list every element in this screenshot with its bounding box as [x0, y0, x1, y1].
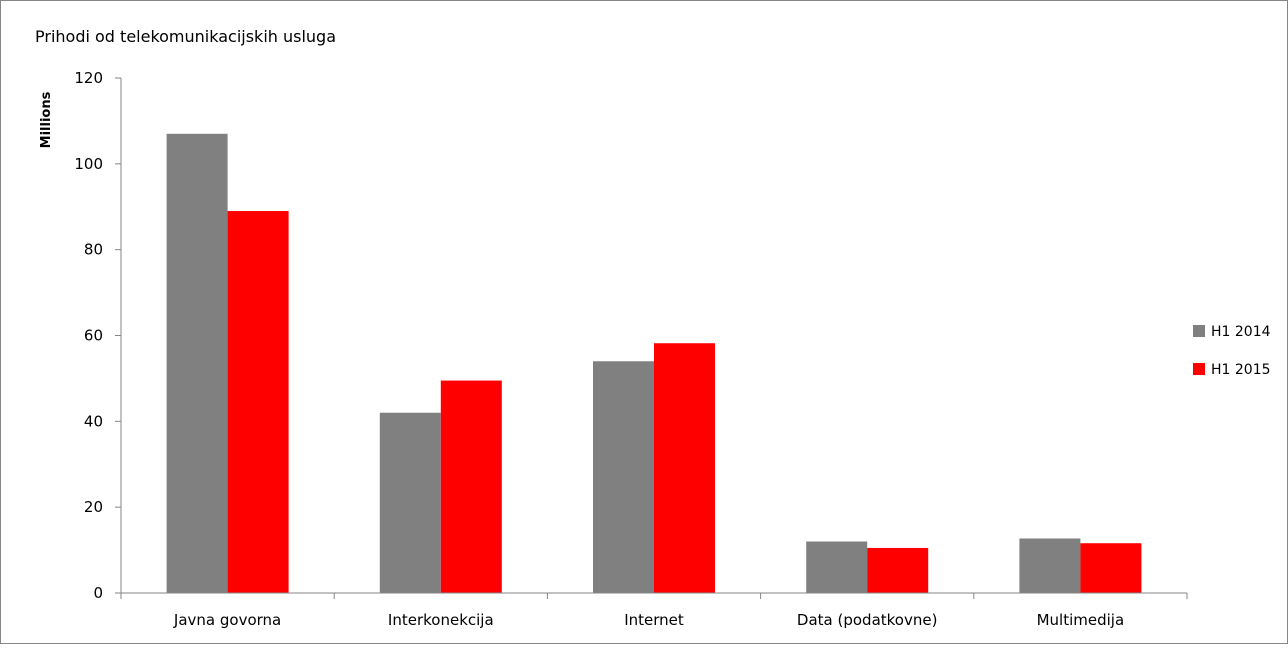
chart-title: Prihodi od telekomunikacijskih usluga	[35, 27, 336, 46]
y-axis-label: Millions	[39, 91, 54, 148]
y-tick-label: 80	[84, 241, 103, 259]
x-category-label: Javna govorna	[173, 611, 281, 629]
legend-label: H1 2014	[1211, 324, 1271, 340]
bar-h1-2014	[593, 361, 654, 593]
x-category-label: Data (podatkovne)	[797, 611, 938, 629]
y-axis-ticks: 0 20 40 60 80 100 120	[74, 69, 122, 602]
bar-h1-2014	[166, 133, 228, 593]
x-category-label: Internet	[624, 611, 684, 629]
y-tick-label: 120	[74, 69, 103, 87]
legend-label: H1 2015	[1211, 362, 1271, 378]
bars-group	[166, 133, 1142, 593]
y-tick-label: 0	[93, 584, 103, 602]
y-tick-label: 60	[84, 327, 103, 345]
y-tick-label: 40	[84, 412, 103, 430]
x-category-label: Multimedija	[1037, 611, 1125, 629]
y-tick-label: 100	[74, 155, 103, 173]
bar-h1-2014	[806, 541, 868, 593]
x-category-label: Interkonekcija	[388, 611, 494, 629]
bar-h1-2014	[1019, 538, 1081, 593]
bar-h1-2014	[379, 412, 441, 593]
y-tick-label: 20	[84, 498, 103, 516]
bar-h1-2015	[227, 211, 289, 593]
bar-h1-2015	[867, 547, 929, 593]
bar-h1-2015	[1080, 543, 1142, 593]
bar-h1-2015	[440, 380, 502, 593]
bar-h1-2015	[654, 343, 715, 593]
legend-swatch	[1193, 325, 1205, 337]
legend-swatch	[1193, 363, 1205, 375]
x-axis: Javna govorna Interkonekcija Internet Data …	[120, 592, 1188, 629]
legend: H1 2014 H1 2015	[1193, 324, 1271, 378]
